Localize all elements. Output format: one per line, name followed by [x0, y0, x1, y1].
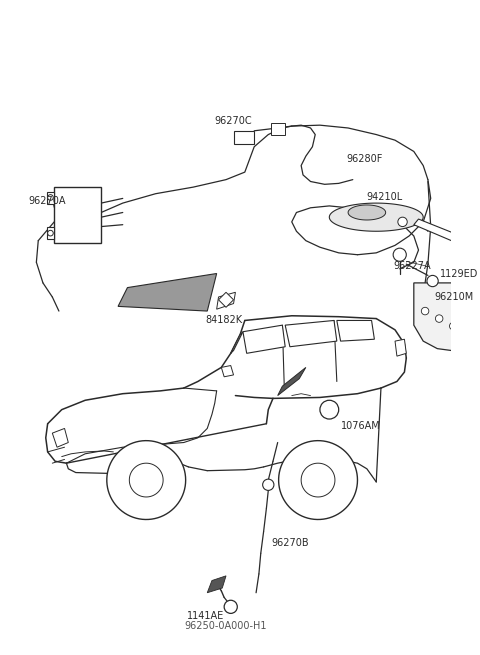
Polygon shape	[47, 227, 54, 239]
Text: 96270C: 96270C	[215, 117, 252, 126]
Polygon shape	[337, 320, 374, 341]
Circle shape	[398, 217, 407, 227]
Polygon shape	[414, 283, 470, 350]
Polygon shape	[107, 441, 186, 519]
Circle shape	[48, 195, 53, 200]
Text: 96210M: 96210M	[434, 292, 474, 302]
Polygon shape	[234, 131, 254, 144]
Circle shape	[449, 322, 457, 330]
Polygon shape	[285, 320, 337, 346]
Polygon shape	[129, 463, 163, 497]
Polygon shape	[231, 331, 243, 353]
Circle shape	[421, 307, 429, 315]
Polygon shape	[395, 339, 406, 356]
Circle shape	[48, 231, 53, 236]
Polygon shape	[453, 316, 475, 350]
Polygon shape	[329, 203, 423, 231]
Polygon shape	[47, 192, 54, 204]
Circle shape	[393, 248, 406, 261]
Polygon shape	[243, 325, 285, 353]
Polygon shape	[221, 365, 234, 377]
Polygon shape	[52, 428, 68, 447]
Polygon shape	[218, 292, 234, 307]
Text: 96270A: 96270A	[29, 196, 66, 206]
Text: 94210L: 94210L	[367, 191, 403, 202]
Polygon shape	[118, 274, 216, 311]
Polygon shape	[54, 187, 101, 244]
Polygon shape	[414, 219, 456, 240]
Circle shape	[224, 600, 237, 613]
Polygon shape	[277, 367, 306, 396]
Circle shape	[435, 315, 443, 322]
Polygon shape	[348, 205, 385, 220]
Circle shape	[263, 479, 274, 491]
Text: 96280F: 96280F	[346, 154, 383, 164]
Polygon shape	[301, 463, 335, 497]
Polygon shape	[271, 123, 285, 136]
Polygon shape	[207, 576, 226, 593]
Text: 1141AE: 1141AE	[187, 611, 224, 621]
Text: 96227A: 96227A	[393, 261, 431, 271]
Circle shape	[427, 275, 438, 287]
Circle shape	[320, 400, 339, 419]
Text: 1129ED: 1129ED	[440, 269, 479, 278]
Polygon shape	[216, 292, 235, 309]
Text: 1076AM: 1076AM	[341, 421, 380, 430]
Text: 84182K: 84182K	[205, 316, 242, 326]
Polygon shape	[279, 441, 358, 519]
Text: 96270B: 96270B	[271, 538, 309, 548]
Text: 96250-0A000-H1: 96250-0A000-H1	[185, 620, 267, 631]
